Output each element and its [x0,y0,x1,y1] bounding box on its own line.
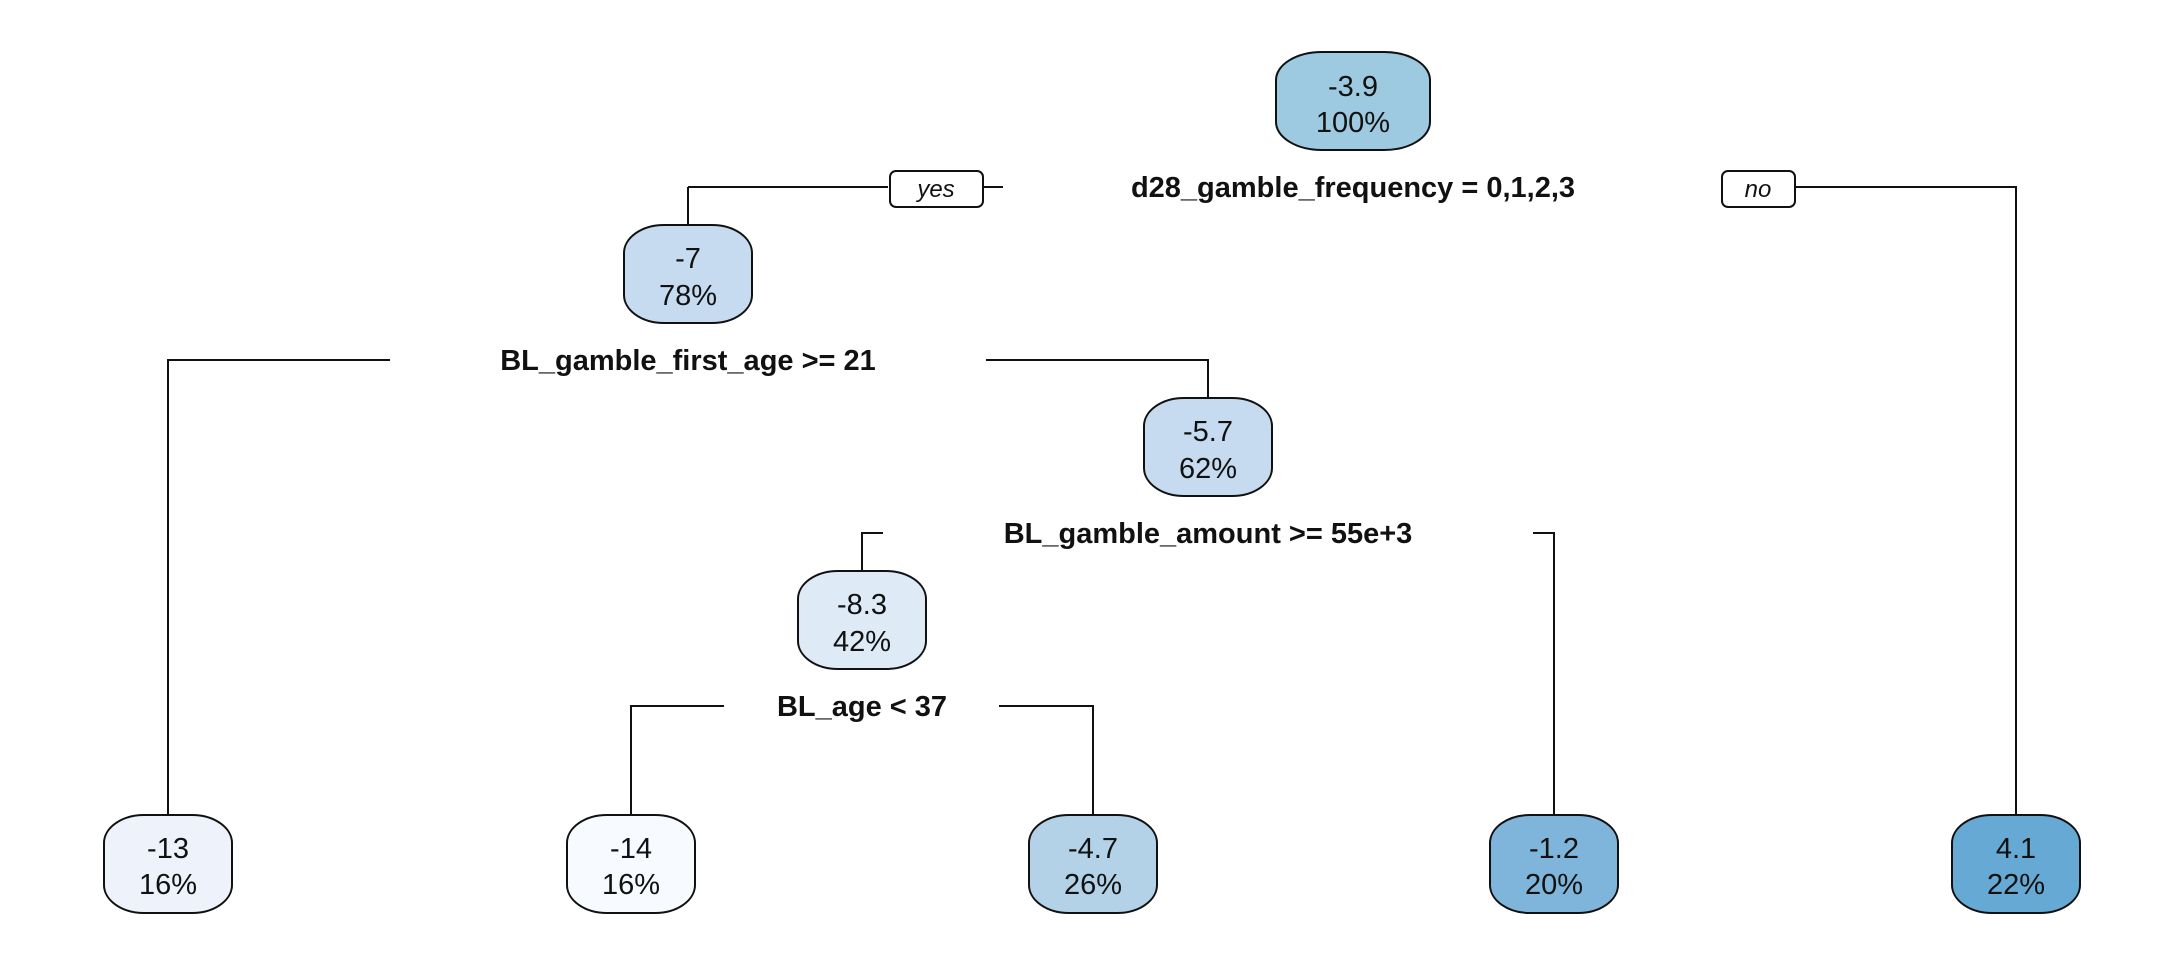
leaf-5-shape [1951,814,2081,914]
leaf-2-shape [566,814,696,914]
leaf-4-percent: 20% [1525,869,1583,901]
no-branch-tag: no [1721,170,1796,208]
leaf-3: -4.7 26% [1028,814,1158,914]
node-2-shape [623,224,753,324]
tree-nodes: -3.9 100% -7 78% -5.7 62% -8.3 42% -13 1… [103,51,2081,914]
edge-node3-to-leaf4 [1533,532,1555,824]
leaf-5-percent: 22% [1987,869,2045,901]
tree-edges [167,186,2017,824]
leaf-5: 4.1 22% [1951,814,2081,914]
leaf-1-shape [103,814,233,914]
leaf-2-percent: 16% [602,869,660,901]
leaf-4-value: -1.2 [1529,833,1579,865]
edge-node2-to-leaf1 [167,359,390,824]
node-root-value: -3.9 [1328,71,1378,103]
leaf-4-shape [1489,814,1619,914]
node-4-value: -8.3 [837,589,887,621]
node-root: -3.9 100% [1275,51,1431,151]
leaf-4: -1.2 20% [1489,814,1619,914]
node-2-value: -7 [675,243,701,275]
node-3: -5.7 62% [1143,397,1273,497]
node-root-percent: 100% [1316,107,1390,139]
node-3-percent: 62% [1179,453,1237,485]
edge-root-to-leaf5 [1795,186,2017,824]
edge-node4-to-leaf2 [630,705,724,824]
leaf-1-value: -13 [147,833,189,865]
no-label: no [1745,176,1772,203]
leaf-3-value: -4.7 [1068,833,1118,865]
split-label-node3: BL_gamble_amount >= 55e+3 [1004,518,1413,550]
leaf-1-percent: 16% [139,869,197,901]
node-2: -7 78% [623,224,753,324]
leaf-5-value: 4.1 [1996,833,2036,865]
node-root-shape [1275,51,1431,151]
node-2-percent: 78% [659,280,717,312]
yes-branch-tag: yes [889,170,984,208]
leaf-2: -14 16% [566,814,696,914]
edge-node4-to-leaf3 [999,705,1094,824]
node-4-shape [797,570,927,670]
node-4: -8.3 42% [797,570,927,670]
split-label-node2: BL_gamble_first_age >= 21 [500,345,876,377]
node-3-shape [1143,397,1273,497]
leaf-1: -13 16% [103,814,233,914]
leaf-2-value: -14 [610,833,652,865]
node-4-percent: 42% [833,626,891,658]
edge-node2-to-node3 [986,359,1209,399]
yes-label: yes [915,176,954,203]
leaf-3-percent: 26% [1064,869,1122,901]
split-label-node4: BL_age < 37 [777,691,947,723]
node-3-value: -5.7 [1183,416,1233,448]
leaf-3-shape [1028,814,1158,914]
split-label-root: d28_gamble_frequency = 0,1,2,3 [1131,172,1575,204]
edge-node3-to-node4 [861,532,883,572]
